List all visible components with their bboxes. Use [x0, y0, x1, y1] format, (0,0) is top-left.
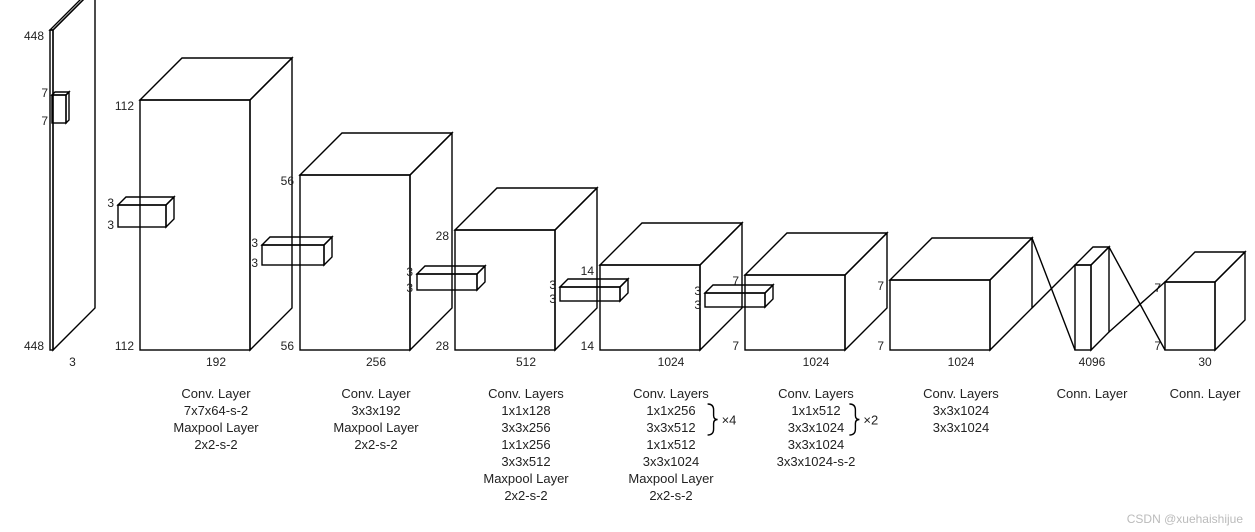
dim-bot: 112 — [115, 339, 134, 353]
dim-bot: 7 — [732, 339, 739, 353]
dim-depth: 30 — [1198, 355, 1212, 369]
desc-line: 1x1x512 — [646, 437, 695, 452]
desc-line: 1x1x256 — [646, 403, 695, 418]
dim-top: 448 — [24, 29, 44, 43]
yolo-architecture-diagram: 44844837711211219233Conv. Layer7x7x64-s-… — [0, 0, 1255, 532]
kernel-left: 3 — [694, 298, 701, 312]
kernel-left: 3 — [251, 256, 258, 270]
block-conv1: 112 112 192 3 3 Conv. Layer 7x7x64-s-2 Maxpool … — [107, 58, 292, 452]
dim-depth: 4096 — [1079, 355, 1106, 369]
kernel-top: 7 — [41, 86, 48, 100]
dim-bot: 448 — [24, 339, 44, 353]
desc-line: 2x2-s-2 — [649, 488, 692, 503]
desc-line: 1x1x128 — [501, 403, 550, 418]
dim-top: 14 — [581, 264, 595, 278]
desc-line: 2x2-s-2 — [194, 437, 237, 452]
dim-top: 7 — [732, 274, 739, 288]
dim-depth: 3 — [69, 355, 76, 369]
desc-line: 3x3x512 — [501, 454, 550, 469]
desc-line: 2x2-s-2 — [354, 437, 397, 452]
dim-top: 7 — [877, 279, 884, 293]
desc-line: Conv. Layer — [181, 386, 251, 401]
dim-bot: 28 — [436, 339, 450, 353]
brace — [849, 404, 859, 435]
desc-line: 3x3x512 — [646, 420, 695, 435]
desc-line: 3x3x256 — [501, 420, 550, 435]
desc-line: 3x3x1024 — [788, 437, 844, 452]
desc-line: 3x3x192 — [351, 403, 400, 418]
dim-bot: 14 — [581, 339, 595, 353]
desc-line: 3x3x1024 — [788, 420, 844, 435]
block-conv2: 56 56 256 3 3 Conv. Layer 3x3x192 Maxpool Layer… — [251, 133, 452, 452]
desc-line: 1x1x512 — [791, 403, 840, 418]
dim-top: 28 — [436, 229, 450, 243]
desc-line: Conv. Layer — [341, 386, 411, 401]
dim-top: 112 — [115, 99, 134, 113]
block-conv5: 7 7 1024 33 Conv. Layers 1x1x512 3x3x1024 3x3x1… — [694, 233, 887, 469]
kernel-top: 3 — [549, 278, 556, 292]
dim-bot: 7 — [877, 339, 884, 353]
desc-line: 3x3x1024 — [643, 454, 699, 469]
desc-line: Conn. Layer — [1170, 386, 1241, 401]
cross-connection — [1032, 238, 1075, 350]
dim-depth: 1024 — [803, 355, 830, 369]
kernel-top: 3 — [694, 284, 701, 298]
kernel-top: 3 — [406, 265, 413, 279]
dim-depth: 192 — [206, 355, 226, 369]
dim-depth: 512 — [516, 355, 536, 369]
desc-line: Conv. Layers — [923, 386, 999, 401]
dim-bot: 56 — [281, 339, 295, 353]
cross-connection — [1109, 247, 1165, 350]
desc-line: Maxpool Layer — [333, 420, 419, 435]
desc-line: 7x7x64-s-2 — [184, 403, 248, 418]
desc-line: Conv. Layers — [633, 386, 709, 401]
desc-line: Conn. Layer — [1057, 386, 1128, 401]
desc-line: Maxpool Layer — [628, 471, 714, 486]
kernel-top: 3 — [107, 196, 114, 210]
block-fc2: 7730Conn. Layer — [1154, 252, 1245, 401]
desc-line: 3x3x1024-s-2 — [777, 454, 856, 469]
brace — [708, 404, 718, 435]
kernel-left: 3 — [107, 218, 114, 232]
brace-label: ×4 — [722, 413, 737, 428]
desc-line: 2x2-s-2 — [504, 488, 547, 503]
block-input: 448 448 3 7 7 — [24, 0, 95, 369]
kernel-left: 3 — [549, 292, 556, 306]
desc-line: 3x3x1024 — [933, 420, 989, 435]
dim-depth: 1024 — [948, 355, 975, 369]
desc-line: Maxpool Layer — [173, 420, 259, 435]
brace-label: ×2 — [863, 413, 878, 428]
desc-line: 3x3x1024 — [933, 403, 989, 418]
block-conv3: 282851233Conv. Layers1x1x1283x3x2561x1x2… — [406, 188, 597, 503]
dim-top: 56 — [281, 174, 295, 188]
watermark: CSDN @xuehaishijue — [1127, 512, 1243, 526]
dim-depth: 256 — [366, 355, 386, 369]
desc-line: 1x1x256 — [501, 437, 550, 452]
block-conv6: 7 7 1024 Conv. Layers 3x3x1024 3x3x1024 — [877, 238, 1032, 435]
desc-line: Conv. Layers — [778, 386, 854, 401]
desc-line: Conv. Layers — [488, 386, 564, 401]
kernel-top: 3 — [251, 236, 258, 250]
dim-depth: 1024 — [658, 355, 685, 369]
kernel-left: 3 — [406, 281, 413, 295]
block-conv4: 1414102433Conv. Layers1x1x2563x3x5121x1x… — [549, 223, 742, 503]
kernel-left: 7 — [41, 114, 48, 128]
desc-line: Maxpool Layer — [483, 471, 569, 486]
